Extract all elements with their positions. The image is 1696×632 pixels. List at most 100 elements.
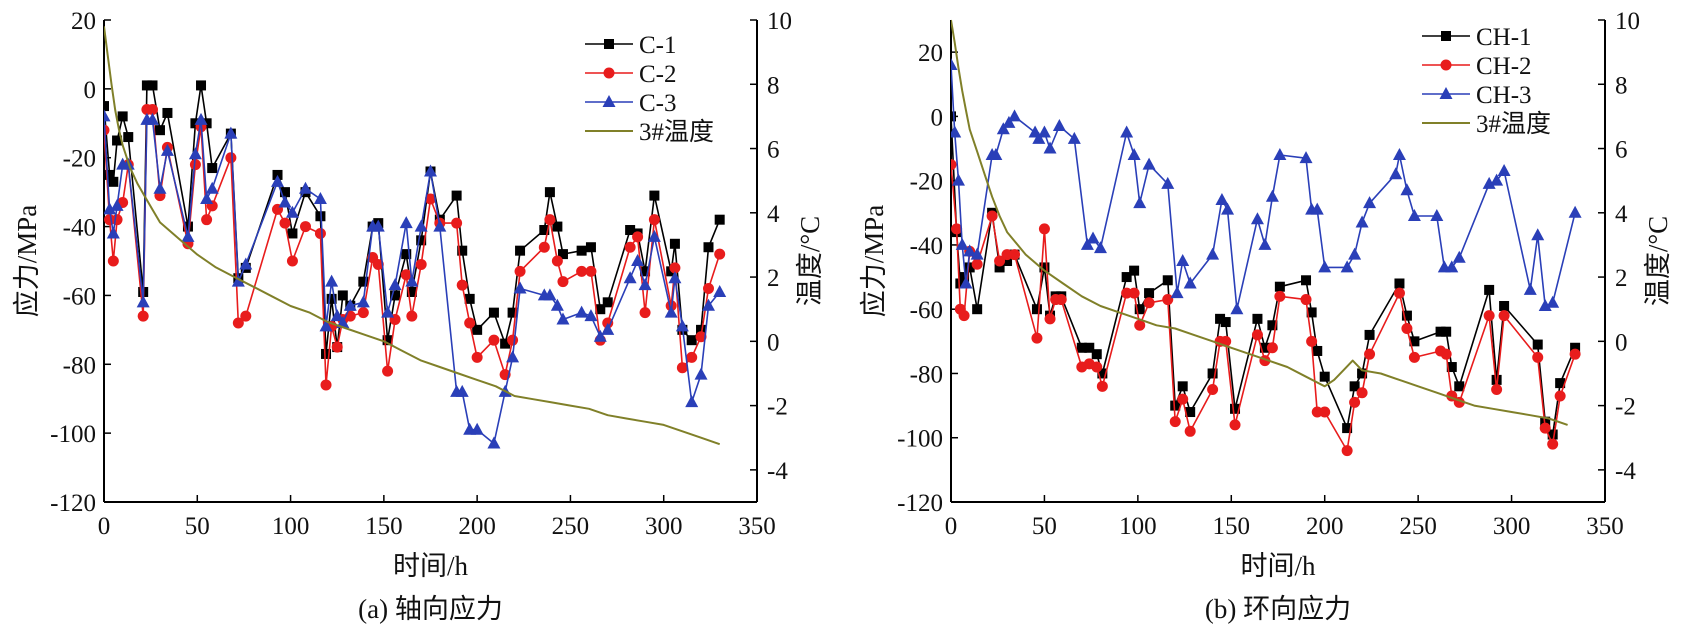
data-point xyxy=(648,214,660,226)
data-point xyxy=(313,192,327,205)
data-point xyxy=(278,195,292,208)
data-point xyxy=(1547,438,1559,450)
data-point xyxy=(964,262,975,273)
data-point xyxy=(601,322,615,335)
x-tick-label: 300 xyxy=(1493,513,1531,540)
data-point xyxy=(539,225,550,236)
data-point xyxy=(112,135,123,146)
data-point xyxy=(1435,326,1446,337)
data-point xyxy=(146,112,160,125)
data-point xyxy=(107,255,119,267)
data-point xyxy=(414,219,428,232)
data-point xyxy=(451,217,463,229)
data-point xyxy=(1341,445,1353,457)
data-point xyxy=(181,229,195,242)
data-point xyxy=(971,258,983,270)
data-point xyxy=(1206,247,1220,260)
x-tick-label: 250 xyxy=(1399,513,1437,540)
data-point xyxy=(471,351,483,363)
data-point xyxy=(694,367,708,380)
data-point xyxy=(1355,215,1369,228)
y2-tick-label: 10 xyxy=(1615,8,1640,35)
data-point xyxy=(1482,176,1496,189)
data-point xyxy=(1121,272,1132,283)
data-point xyxy=(1043,141,1057,154)
data-point xyxy=(638,278,652,291)
data-point xyxy=(1364,348,1376,360)
data-point xyxy=(1008,109,1022,122)
data-point xyxy=(1097,368,1108,379)
data-point xyxy=(959,276,973,289)
data-point xyxy=(1002,115,1016,128)
data-point xyxy=(415,258,427,270)
y-tick-label: -100 xyxy=(897,426,943,453)
data-point xyxy=(1038,223,1050,235)
data-point xyxy=(584,309,598,322)
data-point xyxy=(552,221,563,232)
data-point xyxy=(381,305,395,318)
data-point xyxy=(1183,276,1197,289)
data-point xyxy=(996,122,1010,135)
data-point xyxy=(200,192,214,205)
legend-label: CH-1 xyxy=(1476,24,1532,51)
data-point xyxy=(1096,380,1108,392)
y2-tick-label: -4 xyxy=(767,458,788,485)
series-line xyxy=(104,26,721,446)
data-point xyxy=(959,272,970,283)
data-point xyxy=(585,242,596,253)
data-point xyxy=(321,348,332,359)
x-tick-label: 100 xyxy=(1119,513,1157,540)
series-line xyxy=(104,116,721,445)
data-point xyxy=(201,214,213,226)
data-point xyxy=(1554,390,1566,402)
data-point xyxy=(1169,416,1181,428)
data-point xyxy=(575,305,589,318)
data-point xyxy=(1170,286,1184,299)
data-point xyxy=(1134,304,1145,315)
data-point xyxy=(1389,167,1403,180)
data-point xyxy=(1452,250,1466,263)
data-point xyxy=(668,271,682,284)
data-point xyxy=(1250,212,1264,225)
data-point xyxy=(686,351,698,363)
y-tick-label: 20 xyxy=(918,40,943,67)
data-point xyxy=(330,309,344,322)
data-point xyxy=(513,281,527,294)
x-tick-label: 100 xyxy=(272,513,310,540)
data-point xyxy=(416,235,427,246)
data-point xyxy=(1538,298,1552,311)
data-point xyxy=(1220,317,1231,328)
data-point xyxy=(147,104,159,116)
data-point xyxy=(279,187,290,198)
data-point xyxy=(1002,256,1013,266)
data-point xyxy=(1349,381,1360,392)
data-point xyxy=(240,310,252,322)
chart-panel-2: 0 50 100 150 200 250 300 350200-20-40-60-80-100… xyxy=(859,8,1673,624)
x-tick-label: 250 xyxy=(552,513,590,540)
data-point xyxy=(507,334,519,346)
data-point xyxy=(1221,202,1235,215)
data-point xyxy=(154,125,165,136)
data-point xyxy=(1052,119,1066,132)
data-point xyxy=(1176,254,1190,266)
data-point xyxy=(326,293,337,304)
x-tick-label: 150 xyxy=(365,513,403,540)
data-point xyxy=(1531,228,1545,241)
y2-tick-label: 2 xyxy=(1615,265,1628,292)
data-point xyxy=(239,257,253,270)
data-point xyxy=(1120,125,1134,138)
data-point xyxy=(1251,329,1263,341)
data-point xyxy=(1441,326,1452,337)
data-point xyxy=(1230,302,1244,315)
data-point xyxy=(625,225,636,236)
data-point xyxy=(970,247,984,260)
data-point xyxy=(686,335,697,346)
data-point xyxy=(1128,287,1140,299)
data-point xyxy=(714,214,725,225)
data-point xyxy=(1312,345,1323,356)
data-point xyxy=(576,245,587,256)
y-tick-label: -80 xyxy=(910,361,943,388)
legend-label: C-3 xyxy=(639,90,677,117)
y2-tick-label: 4 xyxy=(767,201,780,228)
data-point xyxy=(989,147,1003,160)
